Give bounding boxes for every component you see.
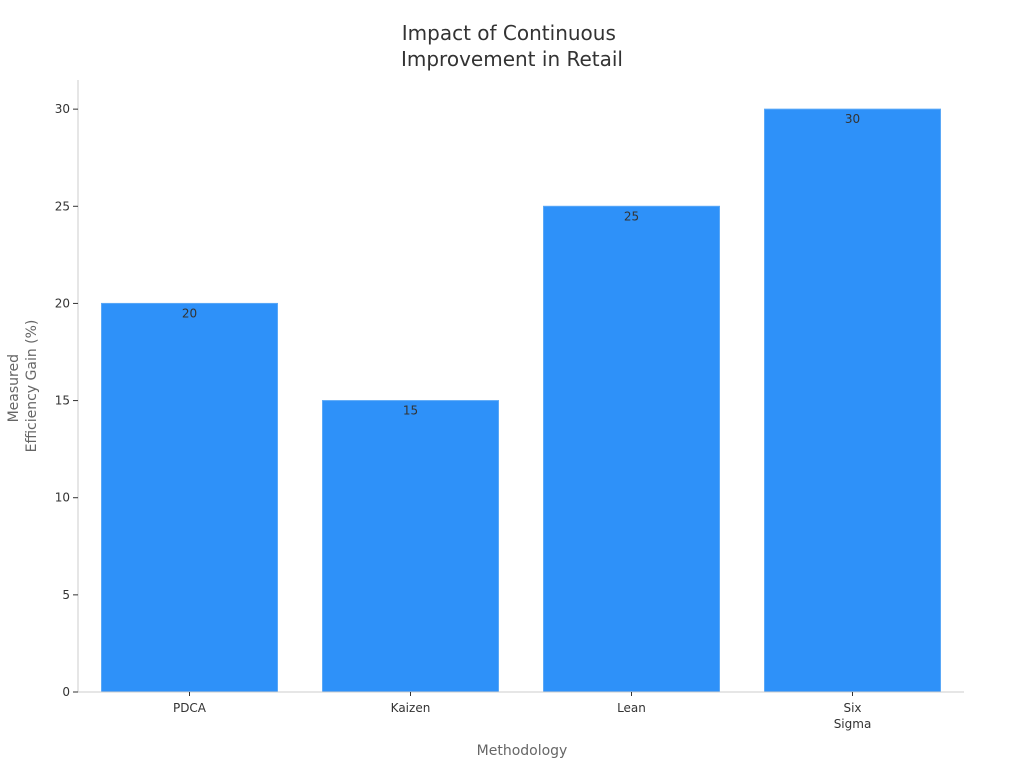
y-axis-title-line-1: Measured [6, 354, 22, 422]
y-axis-title-line-2: Efficiency Gain (%) [24, 320, 40, 453]
x-axis-title: Methodology [477, 743, 568, 759]
data-label-pdca: 20 [182, 306, 197, 320]
chart-title-line-2: Improvement in Retail [401, 47, 623, 71]
y-tick-label-0: 0 [62, 685, 70, 699]
x-tick-label-line: Six [843, 701, 861, 715]
x-tick-label-kaizen: Kaizen [391, 701, 431, 715]
bar-lean [543, 205, 720, 693]
y-tick-label-20: 20 [55, 296, 70, 310]
y-tick-label-30: 30 [55, 102, 70, 116]
y-tick-label-25: 25 [55, 199, 70, 213]
x-tick-label-lean: Lean [617, 701, 646, 715]
x-tick-label-pdca: PDCA [173, 701, 207, 715]
x-tick-label-line: Sigma [834, 717, 872, 731]
data-label-kaizen: 15 [403, 404, 418, 418]
y-axis-ticks: 0 5 10 15 20 25 30 [55, 102, 78, 699]
x-tick-label-six-sigma: Six Sigma [834, 701, 872, 731]
data-labels-group: 20 15 25 30 [182, 112, 860, 417]
chart-title: Impact of Continuous Improvement in Reta… [401, 21, 623, 71]
y-tick-label-10: 10 [55, 491, 70, 505]
y-axis-title: Measured Efficiency Gain (%) [6, 320, 40, 453]
bar-six-sigma [764, 108, 941, 693]
data-label-six-sigma: 30 [845, 112, 860, 126]
x-tick-label-line: Kaizen [391, 701, 431, 715]
bar-pdca [101, 302, 278, 693]
chart-title-line-1: Impact of Continuous [402, 21, 616, 45]
x-axis-ticks: PDCA Kaizen Lean Six Sigma [173, 692, 871, 731]
bars-group [101, 108, 941, 693]
data-label-lean: 25 [624, 209, 639, 223]
bar-kaizen [322, 400, 499, 693]
y-tick-label-5: 5 [62, 588, 70, 602]
y-tick-label-15: 15 [55, 394, 70, 408]
x-tick-label-line: PDCA [173, 701, 207, 715]
x-tick-label-line: Lean [617, 701, 646, 715]
